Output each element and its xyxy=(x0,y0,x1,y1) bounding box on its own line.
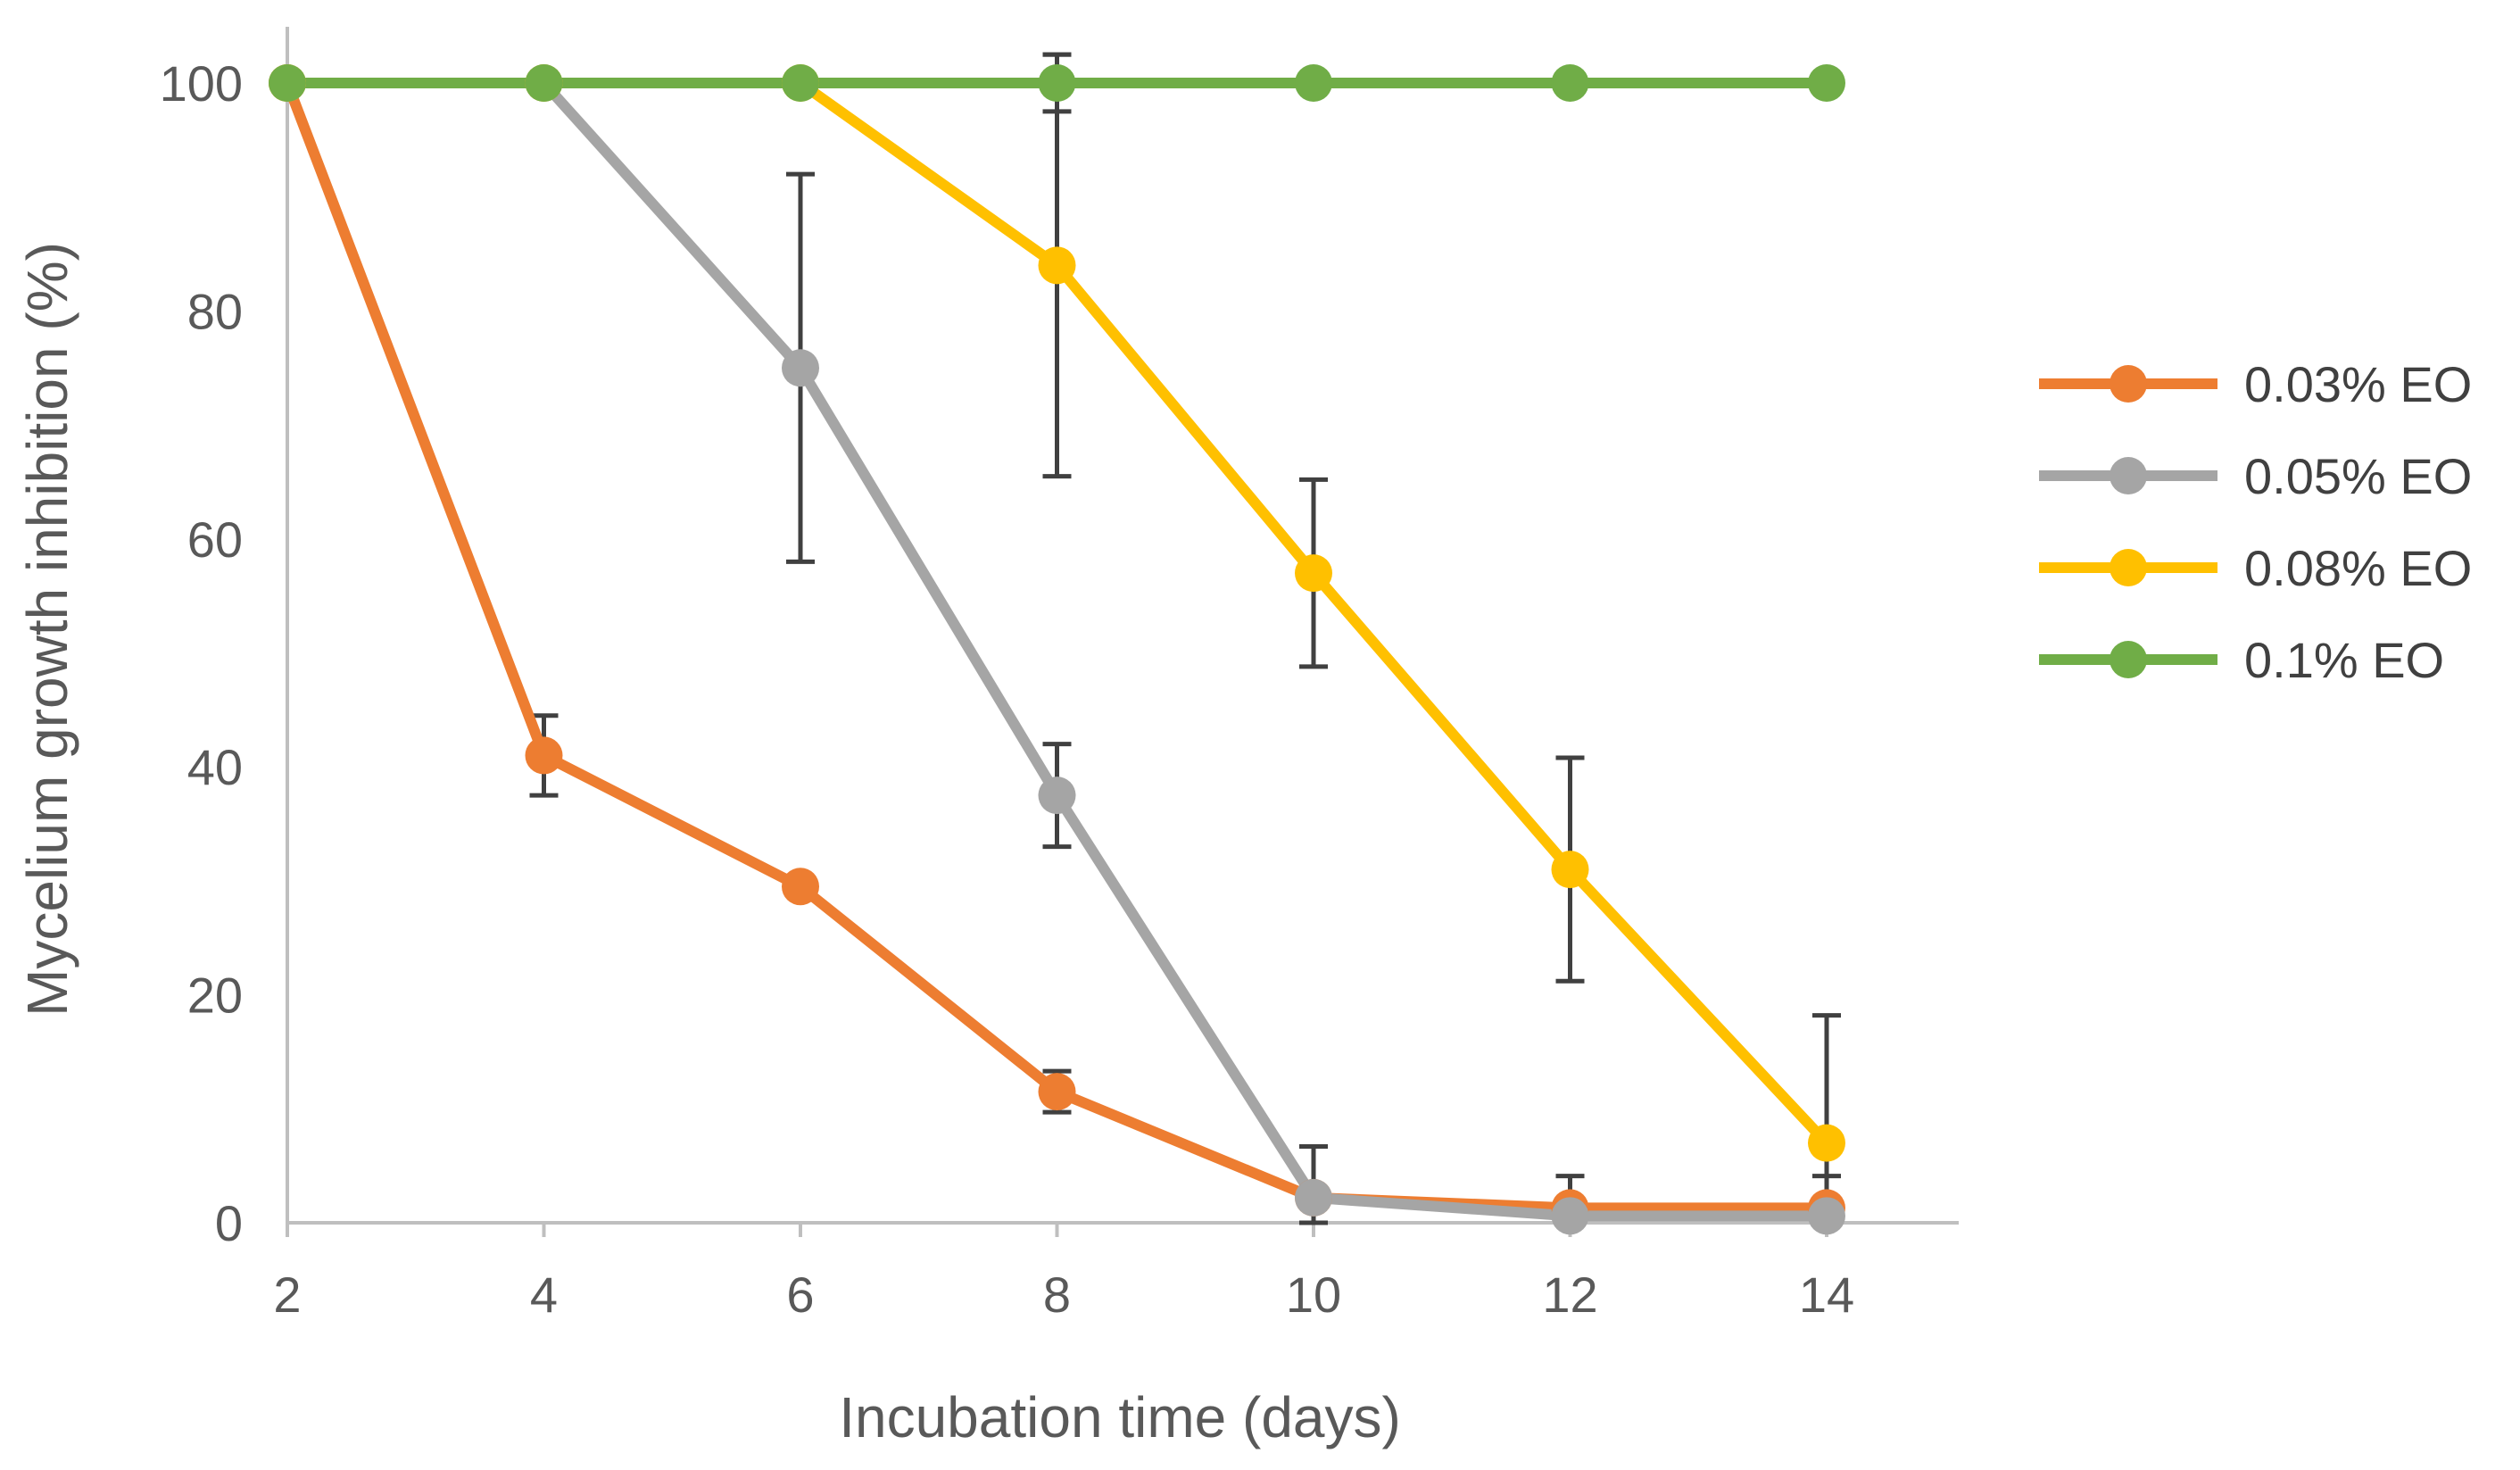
data-point-0-03-eo xyxy=(525,736,563,775)
x-axis-title: Incubation time (days) xyxy=(839,1385,1401,1449)
data-point-0-08-eo xyxy=(1808,1124,1845,1162)
data-point-0-08-eo xyxy=(1295,554,1332,593)
data-point-0-1-eo xyxy=(1038,64,1076,102)
y-tick-label: 80 xyxy=(187,283,243,339)
data-point-0-1-eo xyxy=(1808,64,1845,102)
data-point-0-03-eo xyxy=(1038,1073,1076,1111)
x-tick-label: 12 xyxy=(1542,1267,1597,1323)
data-point-0-05-eo xyxy=(1551,1197,1589,1235)
legend-entry-0-05-eo: 0.05% EO xyxy=(2039,448,2472,504)
x-tick-label: 14 xyxy=(1799,1267,1854,1323)
y-tick-label: 60 xyxy=(187,511,243,568)
tick-labels-group: 2 4 6 8 10 12 14 0 20 40 60 80 100 xyxy=(160,55,1855,1323)
data-point-0-1-eo xyxy=(782,64,819,102)
error-bars-group xyxy=(529,52,1841,1225)
data-point-0-05-eo xyxy=(1808,1197,1845,1235)
y-tick-label: 100 xyxy=(160,55,243,112)
data-point-0-05-eo xyxy=(1038,777,1076,815)
legend-entry-0-1-eo: 0.1% EO xyxy=(2039,632,2444,688)
axes-group xyxy=(286,27,1959,1237)
data-point-0-03-eo xyxy=(782,868,819,906)
x-tick-label: 2 xyxy=(273,1267,301,1323)
data-point-0-05-eo xyxy=(1295,1178,1332,1217)
y-tick-label: 40 xyxy=(187,739,243,795)
data-point-0-1-eo xyxy=(269,64,306,102)
legend-entry-0-08-eo: 0.08% EO xyxy=(2039,540,2472,596)
data-point-0-08-eo xyxy=(1038,246,1076,285)
x-tick-label: 10 xyxy=(1286,1267,1341,1323)
legend-label: 0.1% EO xyxy=(2244,632,2444,688)
data-point-0-05-eo xyxy=(782,349,819,387)
x-tick-label: 4 xyxy=(530,1267,558,1323)
x-tick-label: 8 xyxy=(1043,1267,1071,1323)
legend-label: 0.05% EO xyxy=(2244,448,2472,504)
data-point-0-1-eo xyxy=(525,64,563,102)
legend-label: 0.03% EO xyxy=(2244,356,2472,412)
data-point-0-1-eo xyxy=(1551,64,1589,102)
x-tick-label: 6 xyxy=(786,1267,814,1323)
data-point-0-1-eo xyxy=(1295,64,1332,102)
y-axis-title: Mycelium growth inhibition (%) xyxy=(15,242,79,1017)
legend-entry-0-03-eo: 0.03% EO xyxy=(2039,356,2472,412)
legend-swatch-marker xyxy=(2110,457,2147,494)
y-tick-label: 20 xyxy=(187,968,243,1024)
y-tick-label: 0 xyxy=(215,1195,243,1251)
legend: 0.03% EO 0.05% EO 0.08% EO 0.1% EO xyxy=(2039,356,2472,688)
legend-swatch-marker xyxy=(2110,365,2147,403)
series-points-group xyxy=(269,64,1845,1235)
data-point-0-08-eo xyxy=(1551,851,1589,889)
legend-swatch-marker xyxy=(2110,549,2147,586)
legend-swatch-marker xyxy=(2110,641,2147,678)
legend-label: 0.08% EO xyxy=(2244,540,2472,596)
